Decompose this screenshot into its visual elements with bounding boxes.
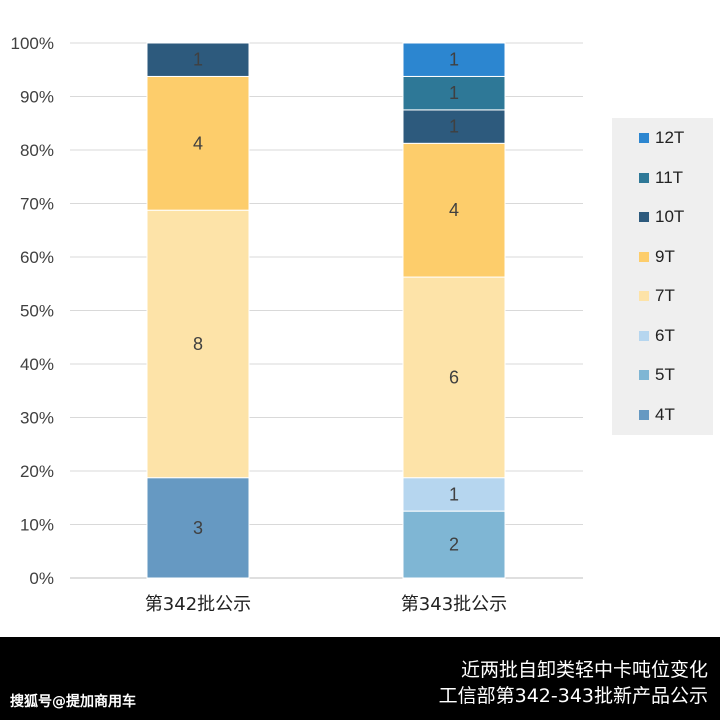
footer-banner: 近两批自卸类轻中卡吨位变化 工信部第342-343批新产品公示 搜狐号@提加商用…	[0, 637, 720, 720]
x-tick-label: 第343批公示	[401, 594, 507, 615]
legend-label: 12T	[655, 128, 685, 147]
bar-segment	[402, 142, 506, 278]
legend-item: 12T	[639, 128, 684, 148]
legend-swatch	[639, 172, 649, 183]
bar-segment	[146, 75, 250, 211]
legend-label: 9T	[655, 246, 675, 266]
legend-swatch	[639, 133, 649, 143]
legend-swatch	[639, 212, 649, 222]
data-label: 1	[193, 50, 203, 70]
legend-item: 10T	[639, 207, 684, 227]
footer-title-line1: 近两批自卸类轻中卡吨位变化	[460, 659, 708, 681]
stacked-bar-chart: 0% 10% 20% 30% 40% 50% 60% 70% 80% 90% 100% 3 8 4 1 2 1…	[11, 34, 583, 615]
bar-segment	[402, 477, 506, 512]
x-axis-ticks: 第342批公示 第343批公示	[145, 594, 507, 615]
bar-segment	[146, 477, 250, 579]
bar-segment	[402, 510, 506, 579]
footer-source: 搜狐号@提加商用车	[10, 694, 136, 710]
data-label: 1	[449, 484, 459, 504]
data-label: 2	[449, 535, 459, 555]
y-tick-label: 50%	[20, 302, 54, 321]
legend-swatch	[639, 330, 649, 341]
y-tick-label: 0%	[29, 569, 54, 588]
data-label: 4	[193, 133, 203, 153]
y-tick-label: 30%	[20, 409, 54, 428]
footer-title-line2: 工信部第342-343批新产品公示	[438, 685, 708, 707]
data-label: 4	[449, 200, 459, 220]
y-tick-label: 100%	[11, 34, 54, 53]
legend-label: 7T	[655, 286, 675, 305]
y-axis-ticks: 0% 10% 20% 30% 40% 50% 60% 70% 80% 90% 100%	[11, 34, 54, 588]
legend-item: 11T	[639, 168, 683, 188]
legend-label: 10T	[655, 207, 685, 226]
legend-swatch	[639, 291, 649, 301]
data-label: 1	[449, 83, 459, 103]
y-tick-label: 40%	[20, 355, 54, 374]
legend-item: 6T	[639, 326, 675, 346]
legend-item: 9T	[639, 247, 675, 267]
y-tick-label: 90%	[20, 88, 54, 107]
y-tick-label: 20%	[20, 462, 54, 481]
legend-label: 6T	[655, 325, 675, 345]
legend-swatch	[639, 409, 649, 420]
legend-swatch	[639, 251, 649, 262]
legend: 12T 11T 10T 9T 7T 6T 5T 4T	[612, 118, 713, 435]
bar-segment	[402, 276, 506, 479]
legend-label: 11T	[655, 167, 684, 187]
y-tick-label: 10%	[20, 516, 54, 535]
legend-label: 4T	[655, 404, 675, 424]
x-tick-label: 第342批公示	[145, 594, 251, 615]
data-label: 6	[449, 367, 459, 387]
y-tick-label: 80%	[20, 141, 54, 160]
data-label: 1	[449, 50, 459, 70]
data-label: 1	[449, 117, 459, 137]
bar-segment	[402, 75, 506, 111]
legend-swatch	[639, 370, 649, 380]
legend-item: 5T	[639, 365, 675, 385]
y-tick-label: 60%	[20, 248, 54, 267]
data-label: 3	[193, 518, 203, 538]
bar-segment	[146, 42, 250, 77]
bar-segment	[402, 42, 506, 77]
data-label: 8	[193, 334, 203, 354]
y-tick-label: 70%	[20, 195, 54, 214]
bar-segment	[402, 109, 506, 144]
legend-item: 4T	[639, 405, 675, 425]
legend-label: 5T	[655, 365, 675, 384]
bars: 3 8 4 1 2 1 6 4 1 1 1	[146, 42, 506, 579]
legend-item: 7T	[639, 286, 675, 306]
